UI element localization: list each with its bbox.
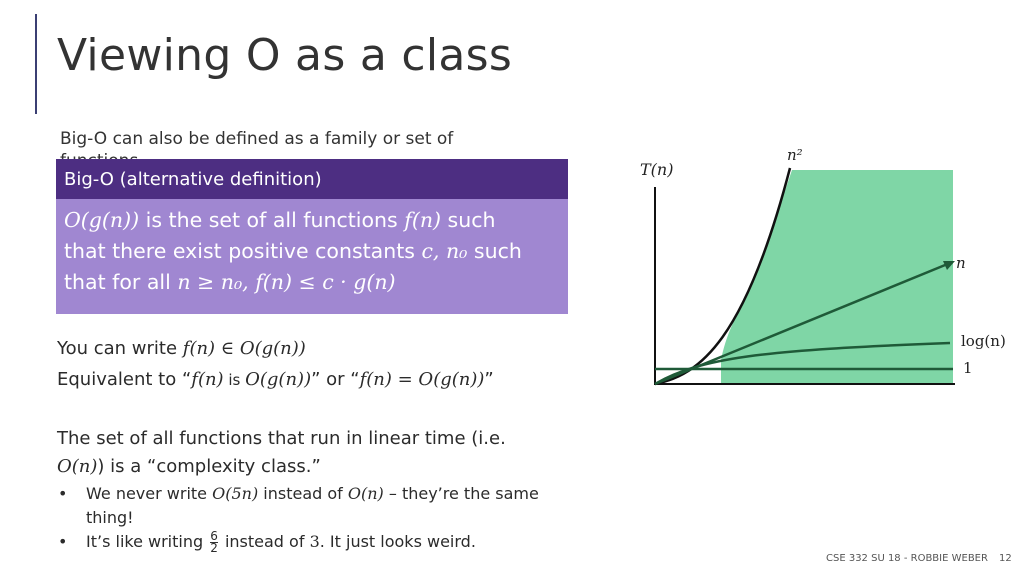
def-math-fn: f(n) <box>404 208 442 232</box>
label-n-squared: n² <box>787 146 803 164</box>
footer-page-number: 12 <box>999 553 1012 564</box>
bullet2-text-3: . It just looks weird. <box>319 532 476 551</box>
definition-box: Big-O (alternative definition) O(g(n)) i… <box>56 159 568 314</box>
def-text-1: is the set of all functions <box>139 208 405 232</box>
y-axis-label: T(n) <box>640 160 673 179</box>
def-text-3: that there exist positive constants <box>64 239 422 263</box>
equivalent-line: Equivalent to “f(n) is O(g(n))” or “f(n)… <box>57 369 494 390</box>
def-text-2: such <box>441 208 496 232</box>
title-accent-bar <box>35 14 37 114</box>
linear-math: O(n) <box>57 456 98 477</box>
linear-line-2: O(n)) is a “complexity class.” <box>57 456 321 477</box>
def-text-5: that for all <box>64 270 178 294</box>
curve-n-arrowhead <box>943 261 955 270</box>
big-o-shaded-region <box>721 170 953 383</box>
equiv-text-1: Equivalent to “ <box>57 369 192 390</box>
footer-course: CSE 332 SU 18 - ROBBIE WEBER <box>826 553 988 564</box>
slide-title: Viewing O as a class <box>57 30 513 81</box>
bullet2-text-1: It’s like writing <box>86 532 209 551</box>
equiv-text-4: ” <box>484 369 494 390</box>
bullet1-text-4: thing! <box>86 508 134 527</box>
label-log-n: log(n) <box>961 332 1006 350</box>
definition-header: Big-O (alternative definition) <box>56 159 568 199</box>
bullet1-text-2: instead of <box>258 484 348 503</box>
definition-line-2: that there exist positive constants c, n… <box>64 236 560 267</box>
definition-body: O(g(n)) is the set of all functions f(n)… <box>56 199 568 304</box>
bullet-item-1: • We never write O(5n) instead of O(n) –… <box>58 482 566 530</box>
definition-line-3: that for all n ≥ n₀, f(n) ≤ c · g(n) <box>64 267 560 298</box>
def-math-constants: c, n₀ <box>421 239 468 263</box>
equiv-math-3: f(n) = O(g(n)) <box>359 369 485 390</box>
write-line: You can write f(n) ∈ O(g(n)) <box>57 338 306 359</box>
bullet1-text-3: – they’re the same <box>383 484 539 503</box>
intro-text-content: Big-O can also be defined as a family or… <box>60 129 454 160</box>
bullet1-math-1: O(5n) <box>212 484 259 503</box>
fraction-denominator: 2 <box>210 541 218 555</box>
write-math: f(n) ∈ O(g(n)) <box>182 338 306 359</box>
bullet-dot: • <box>58 532 68 551</box>
label-constant-one: 1 <box>963 359 973 377</box>
definition-line-1: O(g(n)) is the set of all functions f(n)… <box>64 205 560 236</box>
intro-text: Big-O can also be defined as a family or… <box>60 128 530 160</box>
def-text-4: such <box>467 239 522 263</box>
bullet1-math-2: O(n) <box>347 484 384 503</box>
equiv-text-3: ” or “ <box>311 369 360 390</box>
linear-text: ) is a “complexity class.” <box>97 456 321 477</box>
curve-n-squared <box>654 167 792 386</box>
linear-line-1: The set of all functions that run in lin… <box>57 428 506 449</box>
label-n: n <box>956 254 966 272</box>
fraction-numerator: 6 <box>210 529 218 543</box>
def-math-ogn: O(g(n)) <box>64 208 140 232</box>
bullet2-math: 3 <box>309 532 320 551</box>
bullet2-text-2: instead of <box>219 532 310 551</box>
curve-log-n <box>654 341 951 386</box>
equiv-math-1: f(n) <box>191 369 224 390</box>
equiv-text-2: is <box>223 371 246 389</box>
write-text: You can write <box>57 338 183 359</box>
def-math-inequality: n ≥ n₀, f(n) ≤ c · g(n) <box>177 270 396 294</box>
bullet-dot: • <box>58 484 68 503</box>
equiv-math-2: O(g(n)) <box>245 369 312 390</box>
bullet1-text-1: We never write <box>86 484 213 503</box>
